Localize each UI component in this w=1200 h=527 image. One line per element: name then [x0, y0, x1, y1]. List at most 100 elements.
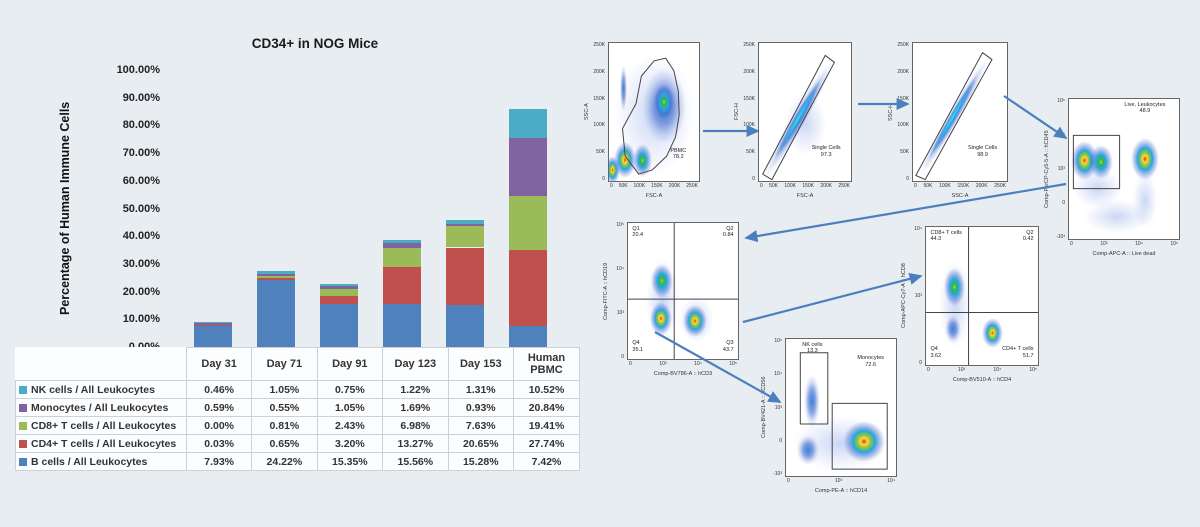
y-tick-column: 100.00% 90.00% 80.00% 70.00% 60.00% 50.00% 40.… [96, 64, 160, 353]
chart-plot-area [182, 70, 560, 347]
y-tick-label: 20.00% [122, 285, 160, 298]
y-tick-label: 70.00% [122, 147, 160, 160]
tick-label: 10⁵ [729, 361, 737, 367]
table-value-cell: 0.00% [186, 416, 253, 435]
bar-segment [509, 249, 547, 327]
tick-label: 200K [820, 183, 832, 189]
bar-segment [509, 326, 547, 347]
flow-plot-live-leukocytes: Comp-PerCP-Cy5-5-A :: hCD45 10⁵ 10⁴ 10³ 0 -1… [1044, 98, 1180, 260]
flow-y-axis-label: FSC-H [734, 103, 740, 121]
quadrant-label-q1: Q1 20.4 [632, 225, 644, 239]
flow-plot-frame: Single Cells 98.9 [912, 42, 1008, 182]
flow-plot-frame: Live, Leukocytes 48.9 [1068, 98, 1180, 240]
flow-plot-single-cells-ssc: SSC-H 250K 200K 150K 100K 50K 0 Single Cells 9… [888, 42, 1008, 202]
tick-label: 10⁵ [1170, 241, 1178, 247]
table-value-cell: 15.35% [316, 452, 384, 471]
tick-label: -10³ [773, 471, 782, 477]
tick-label: 50K [618, 183, 628, 189]
quadrant-label-cd8: CD8+ T cells 44.3 [930, 229, 962, 243]
legend-label-cell: CD8+ T cells / All Leukocytes [14, 416, 188, 435]
flow-y-ticks: 10⁵ 10⁴ 10³ 0 -10³ [771, 338, 784, 477]
tick-label: 10⁴ [1057, 132, 1065, 138]
flow-y-ticks: 10⁵ 10⁴ 10³ 0 [613, 222, 626, 360]
table-corner-cell [15, 347, 188, 381]
tick-label: 150K [957, 183, 970, 189]
bar-segment [446, 220, 484, 224]
legend-chip [19, 385, 27, 394]
flow-y-axis-label: SSC-A [584, 103, 590, 121]
tick-label: 10³ [1100, 241, 1108, 247]
tick-label: 0 [914, 183, 917, 189]
flow-x-axis-label: Comp-BV786-A :: hCD3 [653, 371, 713, 377]
table-column-header: Day 91 [316, 347, 384, 381]
flow-x-ticks: 0 50K 100K 150K 200K 250K [912, 183, 1008, 191]
flow-y-axis-label: Comp-FITC-A :: hCD19 [603, 262, 609, 320]
tick-label: 10³ [616, 310, 624, 316]
tick-label: 0 [1062, 200, 1065, 206]
tick-label: 10⁴ [616, 266, 624, 272]
flow-plot-frame: Q1 20.4 Q2 0.84 Q3 43.7 Q4 35.1 [627, 222, 739, 360]
quadrant-label-q3: Q3 43.7 [722, 340, 734, 353]
flow-plot-cd8-cd4: Comp-APC-Cy7-A :: hCD8 10⁴ 10³ 0 CD8+ T ce… [901, 226, 1039, 386]
chart-title: CD34+ in NOG Mice [251, 36, 379, 51]
tick-label: 10⁵ [774, 338, 782, 344]
bar-segment [320, 283, 358, 286]
bar-segment [194, 323, 232, 325]
y-tick-label: 60.00% [122, 174, 160, 187]
table-row: CD4+ T cells / All Leukocytes 0.03% 0.65% 3… [14, 434, 580, 453]
bar-segment [509, 109, 547, 139]
bar-segment [257, 271, 295, 275]
flow-x-axis-label: Comp-BV510-A :: hCD4 [952, 377, 1012, 383]
table-value-cell: 0.59% [186, 398, 253, 417]
flow-y-axis-label: Comp-BV421-A :: hCD56 [761, 376, 767, 439]
table-value-cell: 27.74% [513, 434, 580, 453]
gate-label: Single Cells 98.9 [968, 145, 998, 158]
data-table: Day 31 Day 71 Day 91 Day 123 Day 153 Human PB… [14, 347, 580, 471]
single-cells-gate [913, 43, 1007, 181]
bar-segment [446, 304, 484, 347]
tick-label: 10⁵ [1057, 98, 1065, 104]
bar-segment [194, 325, 232, 347]
gate-label: Live, Leukocytes 48.9 [1124, 101, 1166, 115]
tick-label: 0 [787, 478, 790, 484]
legend-chip [19, 403, 27, 412]
tick-label: 100K [939, 183, 951, 189]
tick-label: -10³ [1056, 234, 1065, 240]
table-value-cell: 7.63% [447, 416, 515, 435]
table-value-cell: 0.65% [251, 434, 318, 453]
legend-chip [19, 421, 27, 430]
legend-label-cell: CD4+ T cells / All Leukocytes [14, 434, 188, 453]
flow-plot-frame: Single Cells 97.3 [758, 42, 852, 182]
y-axis-title: Percentage of Human Immune Cells [58, 101, 72, 316]
flow-y-axis-label: Comp-PerCP-Cy5-5-A :: hCD45 [1044, 130, 1050, 208]
table-value-cell: 15.56% [382, 452, 449, 471]
bar-segment [320, 304, 358, 347]
table-value-cell: 3.20% [316, 434, 384, 453]
tick-label: 10³ [914, 293, 922, 299]
flow-x-axis-label: SSC-A [951, 193, 969, 199]
live-leukocytes-gate [1069, 99, 1179, 239]
flow-x-ticks: 0 10³ 10⁴ 10⁵ [627, 361, 739, 369]
tick-label: 10³ [774, 404, 782, 411]
bar-segment [257, 279, 295, 347]
flow-x-ticks: 0 10³ 10⁴ 10⁵ [925, 367, 1039, 375]
flow-x-axis-label: Comp-PE-A :: hCD14 [814, 488, 868, 494]
tick-label: 10⁴ [1135, 241, 1143, 247]
tick-label: 10⁴ [694, 361, 702, 367]
tick-label: 10³ [957, 367, 966, 373]
tick-label: 10⁵ [1029, 367, 1037, 373]
legend-label-cell: NK cells / All Leukocytes [14, 380, 188, 399]
table-value-cell: 0.81% [251, 416, 318, 435]
gate-label-nk: NK cells 13.3 [802, 341, 823, 355]
table-row: CD8+ T cells / All Leukocytes 0.00% 0.81% 2… [14, 416, 580, 435]
tick-label: 0 [779, 437, 782, 444]
tick-label: 50K [923, 183, 933, 189]
table-value-cell: 0.46% [186, 380, 253, 399]
table-value-cell: 1.22% [382, 380, 449, 399]
tick-label: 10³ [1057, 166, 1065, 172]
tick-label: 150K [743, 95, 755, 102]
table-value-cell: 1.69% [382, 398, 449, 417]
tick-label: 0 [621, 354, 624, 360]
table-value-cell: 0.03% [186, 434, 253, 453]
flow-x-ticks: 0 50K 100K 150K 200K 250K [608, 183, 700, 191]
